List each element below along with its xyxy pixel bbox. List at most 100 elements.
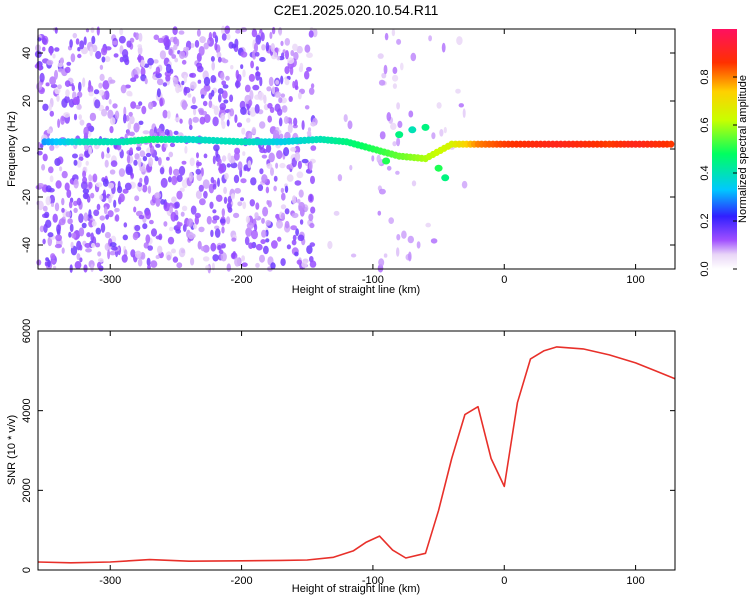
spectrogram-cell <box>203 153 208 159</box>
spectrogram-cell <box>218 164 224 174</box>
spectrogram-cell <box>50 259 57 264</box>
spectrogram-cell <box>235 29 241 34</box>
spectrogram-cell <box>82 170 87 179</box>
spectrogram-cell <box>37 200 44 211</box>
spectrogram-cell <box>199 198 206 206</box>
spectrogram-cell <box>80 181 88 190</box>
spectrogram-cell <box>377 210 382 216</box>
spectrogram-cell <box>221 25 226 35</box>
spectrogram-cell <box>254 104 260 114</box>
spectrogram-cell <box>169 205 174 214</box>
spectrogram-cell <box>155 143 161 148</box>
spectrogram-cell <box>150 260 158 268</box>
spectrogram-cell <box>64 66 71 74</box>
spectrogram-cell <box>210 75 217 83</box>
spectrogram-cell <box>128 111 133 117</box>
spectrogram-cell <box>135 104 141 110</box>
spectrogram-cell <box>386 112 392 122</box>
spectrogram-cell <box>234 80 241 88</box>
spectrogram-cell <box>177 222 183 227</box>
spectrogram-cell <box>105 105 110 111</box>
spectrogram-cell <box>54 202 60 212</box>
spectrogram-cell <box>149 128 155 137</box>
spectrogram-cell <box>249 199 255 207</box>
spectrogram-cell <box>104 159 109 168</box>
spectrogram-cell <box>96 203 101 211</box>
spectrogram-cell <box>79 257 83 263</box>
spectrogram-cell <box>61 170 68 179</box>
spectrogram-cell <box>147 264 151 270</box>
spectrogram-cell <box>371 155 375 162</box>
spectrogram-cell <box>247 160 252 169</box>
spectrogram-cell <box>168 166 173 176</box>
spectrogram-cell <box>70 241 74 249</box>
spectrogram-cell <box>190 105 198 110</box>
spectrogram-cell <box>296 45 303 54</box>
spectrogram-cell <box>158 157 162 166</box>
spectrogram-cell <box>298 66 303 73</box>
snr-xtick-label: 100 <box>626 575 644 587</box>
spectrogram-cell <box>75 38 80 45</box>
snr-xtick-label: -100 <box>362 575 384 587</box>
spectrogram-cell <box>214 35 219 44</box>
spectrogram-cell <box>306 66 312 72</box>
spectrogram-cell <box>234 257 241 267</box>
spectrogram-cell <box>116 143 122 151</box>
spectrogram-cell <box>167 236 175 245</box>
spectrogram-xlabel: Height of straight line (km) <box>292 284 420 296</box>
spectrogram-cell <box>170 211 177 222</box>
spectrogram-cell <box>154 156 159 162</box>
spectrogram-cell <box>137 44 143 49</box>
spectrogram-cell <box>169 226 174 232</box>
spectrogram-cell <box>60 115 65 125</box>
spectrogram-cell <box>41 37 48 45</box>
spectrogram-cell <box>118 193 125 203</box>
spectrogram-cell <box>89 112 97 122</box>
spectrogram-cell <box>125 163 133 174</box>
spectrogram-cell <box>255 34 262 45</box>
spectrogram-cell <box>255 202 260 210</box>
snr-ytick-label: 2000 <box>21 478 33 502</box>
spectrogram-cell <box>93 209 100 217</box>
spectrogram-cell <box>156 88 161 98</box>
spectrogram-cell <box>133 122 140 133</box>
spectrogram-cell <box>104 231 111 239</box>
spectrogram-cell <box>153 34 160 41</box>
spectrogram-cell <box>147 57 155 66</box>
spectrogram-cell <box>241 262 248 268</box>
spectrogram-cell <box>78 114 82 120</box>
spectrogram-cell <box>55 180 62 189</box>
spectrogram-cell <box>275 79 280 85</box>
spectrogram-cell <box>200 94 205 99</box>
spectrogram-cell <box>164 143 168 148</box>
spectrogram-cell <box>203 42 209 50</box>
spectrogram-cell <box>57 118 61 128</box>
spectrogram-cell <box>286 244 291 250</box>
spectrogram-cell <box>168 48 173 56</box>
spectrogram-cell <box>296 171 304 179</box>
spectrogram-cell <box>157 245 163 254</box>
spectrogram-cell <box>280 40 284 47</box>
spectrogram-cell <box>141 105 147 115</box>
spectrogram-cell <box>91 44 98 53</box>
spectrogram-cell <box>86 122 92 129</box>
spectrogram-cell <box>172 26 178 36</box>
spectrogram-cell <box>259 147 266 154</box>
spectrogram-cell <box>137 54 142 63</box>
spectrogram-cell <box>88 146 92 155</box>
spectrogram-cell <box>227 152 232 161</box>
spectrogram-cell <box>242 151 246 156</box>
spectrogram-cell <box>79 119 85 126</box>
spectrogram-cell <box>127 153 131 164</box>
spectrogram-cell <box>267 102 273 109</box>
spectrogram-cell <box>275 162 279 169</box>
spectrogram-cell <box>109 79 116 84</box>
spectrogram-cell <box>47 232 54 238</box>
spectrogram-cell <box>254 223 258 232</box>
spectrogram-cell <box>160 177 168 188</box>
spectrogram-cell <box>279 162 286 169</box>
spectrogram-cell <box>261 174 268 184</box>
spectrogram-cell <box>73 159 78 166</box>
spectrogram-cell <box>179 118 183 124</box>
spectrogram-cell <box>221 208 225 217</box>
